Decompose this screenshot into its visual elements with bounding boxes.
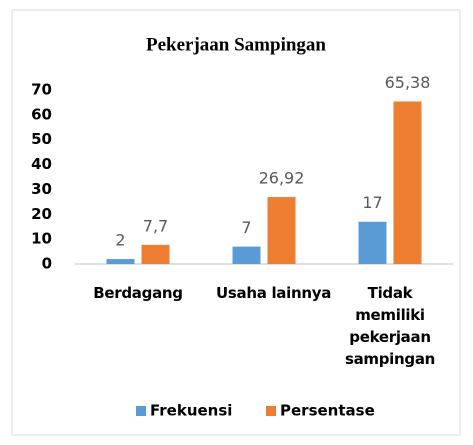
y-tick-label: 20 bbox=[31, 205, 52, 223]
bar bbox=[106, 259, 135, 264]
data-label: 17 bbox=[362, 193, 382, 212]
legend-swatch bbox=[136, 406, 146, 416]
data-label: 65,38 bbox=[385, 73, 431, 92]
y-tick-label: 50 bbox=[31, 130, 52, 148]
y-tick-label: 0 bbox=[42, 255, 52, 273]
bar bbox=[267, 197, 296, 264]
y-tick-label: 70 bbox=[31, 81, 52, 99]
y-tick-label: 40 bbox=[31, 155, 52, 173]
legend-label: Persentase bbox=[280, 402, 375, 420]
y-tick-label: 10 bbox=[31, 230, 52, 248]
bar bbox=[141, 244, 170, 264]
data-label: 26,92 bbox=[259, 169, 305, 188]
x-tick-label: Berdagang bbox=[93, 284, 183, 302]
legend-label: Frekuensi bbox=[150, 402, 232, 420]
data-label: 2 bbox=[115, 231, 125, 250]
chart-title: Pekerjaan Sampingan bbox=[146, 34, 326, 55]
bar bbox=[232, 246, 261, 264]
x-tick-label: Usaha lainnya bbox=[216, 284, 332, 302]
data-label: 7 bbox=[241, 218, 251, 237]
x-tick-label: Tidak memiliki pekerjaan sampingan bbox=[344, 284, 436, 368]
y-tick-label: 30 bbox=[31, 180, 52, 198]
legend-swatch bbox=[266, 406, 276, 416]
bar bbox=[358, 221, 387, 264]
data-label: 7,7 bbox=[143, 216, 168, 235]
bar bbox=[393, 101, 422, 264]
y-tick-label: 60 bbox=[31, 105, 52, 123]
